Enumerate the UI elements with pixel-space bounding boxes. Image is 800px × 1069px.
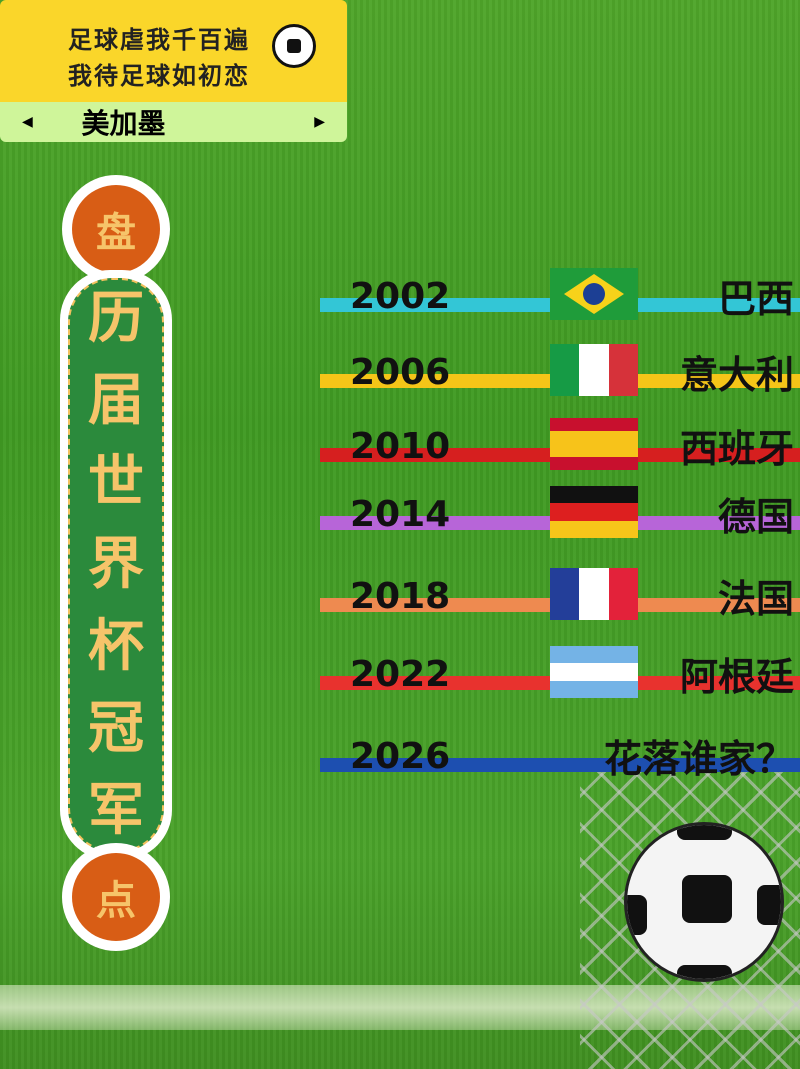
country-label: 巴西 (717, 277, 794, 321)
flag-icon (550, 486, 638, 538)
soccer-ball-icon (272, 24, 316, 68)
country-label: 西班牙 (679, 427, 794, 471)
year-label: 2014 (350, 494, 451, 535)
title-top-char: 盘 (72, 185, 160, 273)
flag-icon (550, 344, 638, 396)
title-char: 冠 (88, 696, 144, 761)
left-arrow-icon[interactable]: ◀ (22, 114, 33, 130)
title-char: 军 (88, 778, 144, 843)
flag-icon (550, 568, 638, 620)
year-label: 2010 (350, 426, 451, 467)
header-banner: 足球虐我千百遍 我待足球如初恋 ◀ 美加墨 ▶ (0, 0, 347, 142)
title-bottom-char: 点 (72, 853, 160, 941)
slogan-line-2: 我待足球如初恋 (68, 62, 250, 90)
country-label: 法国 (717, 577, 794, 621)
year-label: 2022 (350, 654, 451, 695)
champion-row: 2026 花落谁家？ (320, 722, 800, 792)
title-char: 界 (88, 532, 144, 597)
subtitle: 美加墨 (81, 107, 166, 140)
country-label: 阿根廷 (679, 655, 794, 699)
right-arrow-icon[interactable]: ▶ (314, 114, 325, 130)
country-label: 德国 (717, 495, 794, 539)
title-char: 届 (88, 368, 144, 433)
flag-icon (550, 268, 638, 320)
champion-row: 2002 巴西 (320, 262, 800, 332)
year-label: 2018 (350, 576, 451, 617)
country-label: 花落谁家？ (603, 737, 794, 781)
year-label: 2002 (350, 276, 451, 317)
flag-icon (550, 418, 638, 470)
title-pillar: 盘 历 届 世 界 杯 冠 军 点 (60, 175, 172, 951)
timeline-bar (320, 758, 800, 772)
title-char: 历 (88, 286, 144, 351)
champion-row: 2022 阿根廷 (320, 640, 800, 710)
year-label: 2006 (350, 352, 451, 393)
flag-icon (550, 646, 638, 698)
champion-row: 2010 西班牙 (320, 412, 800, 482)
title-char: 世 (88, 450, 144, 515)
title-char: 杯 (88, 614, 144, 679)
soccer-ball-image (624, 822, 784, 982)
champion-row: 2014 德国 (320, 480, 800, 550)
country-label: 意大利 (679, 353, 794, 397)
slogan-line-1: 足球虐我千百遍 (68, 26, 250, 54)
year-label: 2026 (350, 736, 451, 777)
champion-row: 2006 意大利 (320, 338, 800, 408)
champion-row: 2018 法国 (320, 562, 800, 632)
